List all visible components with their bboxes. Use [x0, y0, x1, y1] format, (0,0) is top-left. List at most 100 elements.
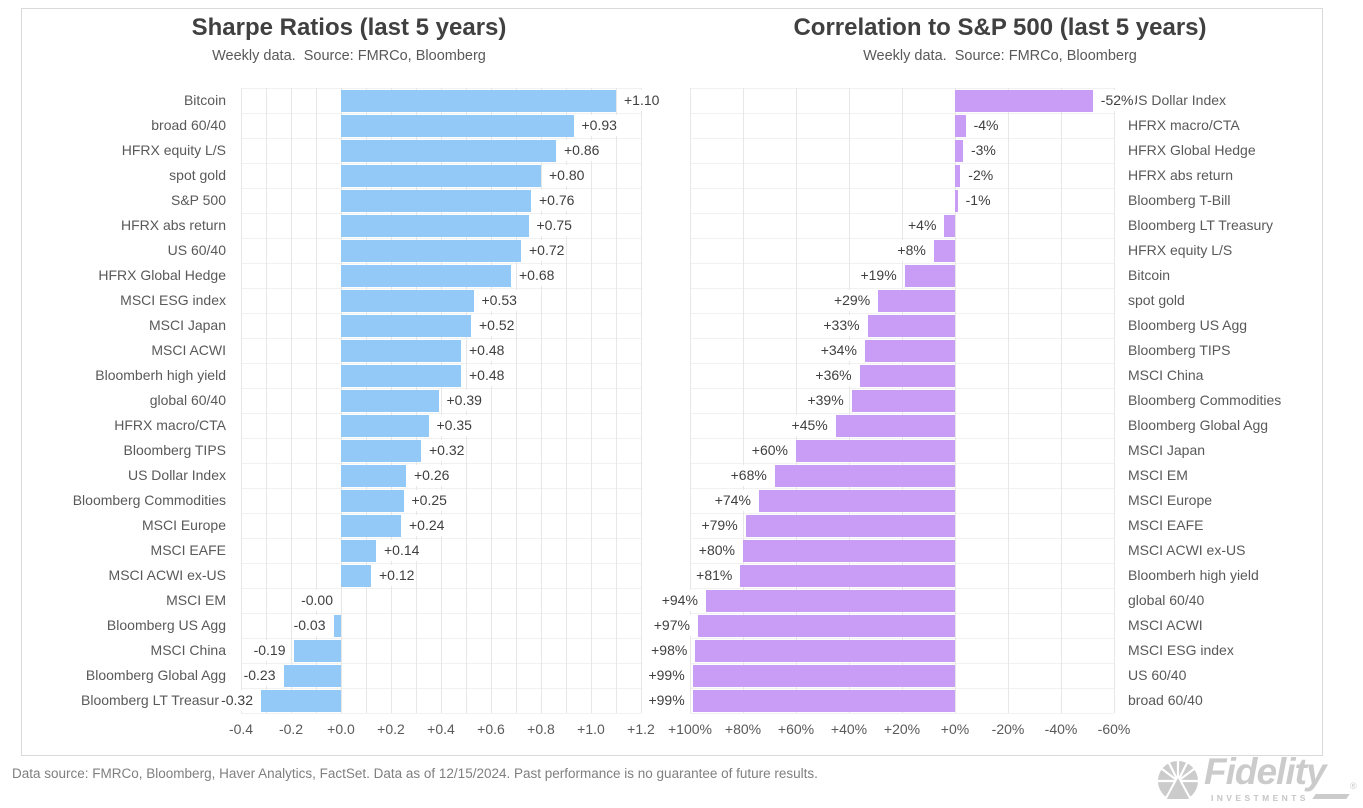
value-label: +81%: [694, 565, 735, 586]
category-label: MSCI ESG index: [120, 292, 226, 308]
bar: [745, 514, 955, 537]
bar: [341, 414, 429, 437]
correlation-chart-subtitle: Weekly data. Source: FMRCo, Bloomberg: [863, 48, 1137, 64]
category-label: HFRX equity L/S: [1128, 242, 1233, 258]
category-label: Bitcoin: [1128, 267, 1171, 283]
value-label: -0.00: [299, 590, 335, 611]
category-label: MSCI EAFE: [150, 542, 226, 558]
value-label: +99%: [646, 665, 687, 686]
bar: [955, 164, 961, 187]
category-label: broad 60/40: [151, 117, 226, 133]
bar: [955, 89, 1093, 112]
value-label: +0.80: [547, 165, 587, 186]
bar: [293, 639, 341, 662]
bar: [695, 639, 955, 662]
bar: [859, 364, 955, 387]
gridline: [541, 88, 542, 713]
value-label: -3%: [968, 140, 998, 161]
value-label: +0.25: [409, 490, 449, 511]
gridline: [796, 88, 797, 713]
value-label: +19%: [858, 265, 899, 286]
fidelity-sunburst-icon: [1158, 761, 1198, 801]
bar: [851, 389, 955, 412]
axis-tick-label: +1.2: [627, 721, 655, 737]
category-label: spot gold: [1128, 292, 1185, 308]
value-label: +0.72: [527, 240, 567, 261]
value-label: +68%: [728, 465, 769, 486]
axis-tick-label: -0.4: [228, 721, 254, 737]
footer-disclaimer: Data source: FMRCo, Bloomberg, Haver Ana…: [12, 766, 818, 781]
category-label: Bloomberg US Agg: [1128, 317, 1248, 333]
category-label: US 60/40: [1128, 667, 1187, 683]
fidelity-brand-text: Fidelity: [1204, 751, 1327, 792]
bar: [692, 664, 955, 687]
axis-tick-label: +60%: [777, 721, 815, 737]
value-label: +98%: [649, 640, 690, 661]
value-label: -52%: [1098, 90, 1136, 111]
category-label: HFRX macro/CTA: [114, 417, 226, 433]
value-label: +0.12: [377, 565, 417, 586]
category-label: Bloomberg TIPS: [123, 442, 226, 458]
gridline: [316, 88, 317, 713]
value-label: +45%: [789, 415, 830, 436]
bar: [758, 489, 955, 512]
category-label: MSCI Europe: [1128, 492, 1213, 508]
value-label: +34%: [818, 340, 859, 361]
category-label: MSCI Japan: [1128, 442, 1206, 458]
category-label: MSCI EM: [1128, 467, 1188, 483]
value-label: -2%: [966, 165, 996, 186]
category-label: global 60/40: [1128, 592, 1205, 608]
category-label: Bloomberg Global Agg: [85, 667, 226, 683]
bar: [341, 214, 529, 237]
axis-tick-label: +0.6: [477, 721, 505, 737]
category-label: Bloomberg Commodities: [1128, 392, 1282, 408]
category-label: global 60/40: [149, 392, 226, 408]
category-label: spot gold: [169, 167, 226, 183]
value-label: +0.32: [427, 440, 467, 461]
value-label: +29%: [831, 290, 873, 311]
bar: [341, 139, 556, 162]
gridline: [266, 88, 267, 713]
value-label: +8%: [895, 240, 928, 261]
category-label: MSCI ACWI: [1128, 617, 1203, 633]
gridline: [743, 88, 744, 713]
bar: [341, 364, 461, 387]
row-gridline: [241, 713, 641, 714]
gridline: [849, 88, 850, 713]
category-label: Bloomberg TIPS: [1128, 342, 1231, 358]
bar: [341, 89, 616, 112]
value-label: -1%: [963, 190, 993, 211]
value-label: +33%: [821, 315, 862, 336]
gridline: [291, 88, 292, 713]
gridline: [566, 88, 567, 713]
value-label: +0.39: [444, 390, 484, 411]
value-label: +1.10: [622, 90, 662, 111]
bar: [835, 414, 955, 437]
category-label: MSCI EM: [166, 592, 226, 608]
value-label: +97%: [651, 615, 692, 636]
category-label: Bloomberg Global Agg: [1128, 417, 1269, 433]
category-label: Bloomberh high yield: [95, 367, 226, 383]
bar: [341, 389, 439, 412]
category-label: HFRX Global Hedge: [1128, 142, 1256, 158]
sharpe-chart-title: Sharpe Ratios (last 5 years): [191, 14, 507, 41]
category-label: Bloomberg T-Bill: [1128, 192, 1231, 208]
bar: [341, 164, 541, 187]
bar: [955, 189, 958, 212]
category-label: MSCI China: [1128, 367, 1204, 383]
bar: [341, 564, 371, 587]
category-label: HFRX macro/CTA: [1128, 117, 1240, 133]
value-label: +0.48: [467, 365, 507, 386]
value-label: +39%: [805, 390, 846, 411]
category-label: US 60/40: [167, 242, 226, 258]
bar: [867, 314, 955, 337]
value-label: +0.52: [477, 315, 517, 336]
value-label: -4%: [971, 115, 1001, 136]
axis-tick-label: +0.2: [377, 721, 405, 737]
bar: [774, 464, 955, 487]
axis-tick-label: +0.4: [427, 721, 455, 737]
category-label: MSCI ACWI ex-US: [108, 567, 226, 583]
bar: [341, 439, 421, 462]
